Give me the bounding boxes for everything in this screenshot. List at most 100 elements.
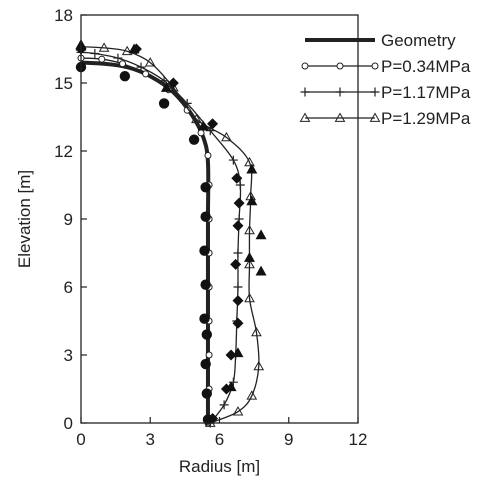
data-point [207, 412, 219, 424]
legend-marker [334, 112, 346, 122]
data-point [199, 245, 210, 256]
line-marker [204, 152, 212, 160]
y-tick-label: 6 [64, 278, 73, 297]
data-point [167, 77, 179, 89]
line-marker [205, 351, 213, 359]
series-line [80, 60, 211, 424]
x-axis-ticks: 0 3 6 9 12 [76, 417, 367, 449]
data-point [197, 120, 209, 131]
y-axis-label: Elevation [m] [15, 170, 34, 268]
y-tick-label: 3 [64, 346, 73, 365]
x-axis-label: Radius [m] [179, 457, 260, 476]
data-point [232, 317, 244, 329]
series-line [80, 46, 260, 424]
data-point [225, 349, 237, 361]
data-point [201, 329, 213, 340]
x-tick-label: 0 [76, 430, 85, 449]
data-point [200, 182, 211, 193]
legend-marker [335, 87, 345, 97]
line-marker [197, 129, 205, 137]
legend: Geometry P=0.34MPa P=1.17MPa P=1.29MPa [299, 31, 471, 128]
data-point [233, 197, 245, 209]
line-marker [90, 49, 100, 59]
data-point [255, 229, 267, 240]
data-point [119, 71, 131, 82]
data-point [244, 252, 256, 262]
y-axis-ticks: 0 3 6 9 12 15 18 [54, 6, 87, 433]
legend-label: Geometry [381, 31, 456, 50]
series-6 [75, 38, 267, 392]
data-point [246, 195, 258, 206]
plot-area [75, 38, 267, 428]
line-marker [232, 406, 244, 416]
data-point [200, 358, 211, 370]
legend-item: Geometry [305, 31, 456, 50]
line-marker [119, 60, 127, 68]
data-point [246, 163, 258, 174]
data-point [207, 118, 219, 130]
line-marker [233, 248, 243, 258]
series-1 [77, 54, 213, 427]
data-point [200, 279, 211, 290]
line-marker [244, 258, 255, 269]
legend-label: P=0.34MPa [381, 57, 471, 76]
line-marker [121, 45, 133, 56]
series-5 [75, 43, 245, 424]
data-point [231, 172, 243, 184]
line-marker [221, 131, 232, 142]
x-tick-label: 3 [146, 430, 155, 449]
line-marker [219, 400, 229, 410]
data-point [158, 98, 170, 109]
data-point [199, 313, 210, 324]
line-marker [191, 113, 202, 124]
x-tick-label: 6 [215, 430, 224, 449]
line-marker [136, 62, 146, 72]
series-4 [75, 61, 214, 425]
legend-marker [369, 112, 381, 122]
line-marker [244, 224, 255, 235]
line-marker [228, 377, 238, 387]
line-marker [246, 390, 258, 400]
legend-marker [336, 62, 344, 70]
line-marker [142, 70, 150, 78]
data-point [201, 388, 213, 399]
data-point [128, 43, 140, 54]
line-marker [244, 156, 255, 167]
line-marker [251, 326, 262, 337]
data-point [255, 265, 267, 276]
y-tick-label: 12 [54, 142, 73, 161]
y-tick-label: 9 [64, 210, 73, 229]
line-marker [98, 55, 106, 63]
legend-item: P=0.34MPa [301, 57, 471, 76]
x-tick-label: 12 [349, 430, 368, 449]
x-tick-label: 9 [284, 430, 293, 449]
data-point [232, 295, 244, 307]
line-marker [244, 292, 255, 303]
series-line [80, 51, 242, 424]
line-marker [233, 282, 243, 292]
data-point [225, 381, 237, 392]
line-marker [167, 82, 179, 92]
data-point [232, 220, 244, 232]
line-marker [253, 360, 265, 371]
y-tick-label: 18 [54, 6, 73, 25]
legend-marker [370, 87, 380, 97]
legend-label: P=1.17MPa [381, 83, 471, 102]
data-point [230, 258, 242, 270]
line-marker [144, 57, 156, 67]
y-tick-label: 0 [64, 414, 73, 433]
data-point [232, 347, 244, 358]
data-point [160, 82, 172, 92]
data-point [188, 134, 200, 145]
line-marker [228, 155, 238, 165]
line-marker [98, 42, 110, 52]
legend-marker [300, 87, 310, 97]
legend-item: P=1.17MPa [300, 83, 471, 102]
data-point [200, 211, 211, 222]
line-marker [235, 180, 245, 190]
legend-item: P=1.29MPa [299, 109, 471, 128]
y-tick-label: 15 [54, 74, 73, 93]
legend-marker [371, 62, 379, 70]
legend-marker [299, 112, 311, 122]
